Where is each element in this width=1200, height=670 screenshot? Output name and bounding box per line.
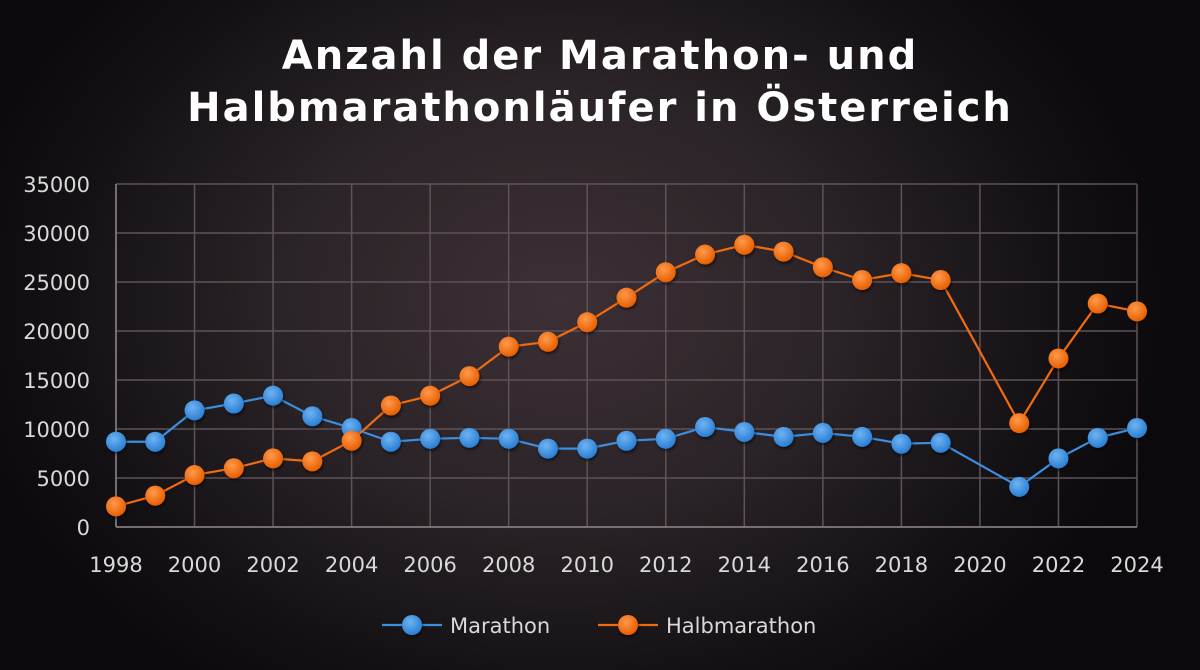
data-point-halbmarathon-1998 [106,496,126,517]
data-point-halbmarathon-2010 [577,312,598,333]
data-point-marathon-1998 [106,431,126,452]
data-point-halbmarathon-2012 [655,262,676,283]
data-point-marathon-2014 [734,421,755,442]
y-tick-label: 20000 [23,320,90,344]
data-point-halbmarathon-2009 [537,331,558,352]
data-point-marathon-2023 [1087,427,1108,448]
x-tick-label: 2010 [561,553,614,577]
data-point-halbmarathon-2003 [302,451,323,472]
data-point-marathon-2012 [655,428,676,449]
x-tick-label: 2014 [718,553,771,577]
y-tick-label: 15000 [23,369,90,393]
data-point-marathon-1999 [145,431,166,452]
data-point-halbmarathon-2022 [1048,348,1069,369]
data-point-halbmarathon-2001 [223,458,244,479]
chart-title: Anzahl der Marathon- und Halbmarathonläu… [0,30,1200,134]
x-tick-label: 1998 [89,553,142,577]
data-point-halbmarathon-2013 [695,244,716,265]
data-point-marathon-2008 [498,428,519,449]
y-tick-label: 10000 [23,418,90,442]
legend-marker [618,615,638,635]
data-point-marathon-2003 [302,406,323,427]
data-point-marathon-2021 [1009,476,1030,497]
data-point-halbmarathon-2021 [1009,413,1030,434]
data-point-marathon-2016 [812,422,833,443]
legend-label: Halbmarathon [666,614,816,638]
data-point-marathon-2010 [577,438,598,459]
legend-marker [402,615,422,635]
data-point-halbmarathon-2006 [420,385,441,406]
data-point-marathon-2015 [773,426,794,447]
data-point-halbmarathon-2014 [734,234,755,255]
data-point-halbmarathon-2002 [263,448,284,469]
data-point-marathon-2000 [184,400,205,421]
data-point-halbmarathon-2023 [1087,293,1108,314]
axes: 0 5000 10000 15000 20000 25000 30000 35000 1998 2… [23,173,1164,577]
x-tick-label: 2004 [325,553,378,577]
data-point-halbmarathon-2019 [930,270,951,291]
series-halbmarathon [106,234,1147,517]
data-point-marathon-2005 [380,431,401,452]
data-point-marathon-2024 [1127,418,1147,439]
data-point-halbmarathon-1999 [145,485,166,506]
data-point-marathon-2017 [852,426,873,447]
data-point-halbmarathon-2004 [341,430,362,451]
y-tick-label: 30000 [23,222,90,246]
x-tick-label: 2000 [168,553,221,577]
data-point-marathon-2006 [420,428,441,449]
y-tick-label: 25000 [23,271,90,295]
data-point-halbmarathon-2017 [852,270,873,291]
legend: Marathon Halbmarathon [382,614,816,638]
data-point-marathon-2011 [616,430,637,451]
x-tick-label: 2006 [403,553,456,577]
data-point-marathon-2002 [263,385,284,406]
y-tick-label: 0 [77,516,90,540]
data-point-marathon-2018 [891,433,912,454]
data-point-halbmarathon-2024 [1127,301,1147,322]
x-tick-label: 2008 [482,553,535,577]
data-point-marathon-2009 [537,438,558,459]
data-point-halbmarathon-2018 [891,263,912,284]
data-point-halbmarathon-2015 [773,241,794,262]
x-tick-label: 2002 [246,553,299,577]
x-tick-label: 2018 [875,553,928,577]
data-point-marathon-2007 [459,427,480,448]
x-tick-label: 2016 [796,553,849,577]
legend-label: Marathon [450,614,550,638]
x-tick-label: 2024 [1110,553,1163,577]
chart-title-line-2: Halbmarathonläufer in Österreich [187,85,1013,131]
y-tick-label: 5000 [37,467,90,491]
y-tick-label: 35000 [23,173,90,197]
series-marathon [106,385,1147,497]
data-point-halbmarathon-2011 [616,287,637,308]
data-point-halbmarathon-2008 [498,336,519,357]
series-group [106,234,1147,517]
data-point-halbmarathon-2016 [812,257,833,278]
x-tick-label: 2012 [639,553,692,577]
legend-item-halbmarathon: Halbmarathon [598,614,816,638]
data-point-halbmarathon-2005 [380,395,401,416]
chart-title-line-1: Anzahl der Marathon- und [281,33,919,79]
x-tick-label: 2022 [1032,553,1085,577]
data-point-marathon-2001 [223,393,244,414]
data-point-marathon-2022 [1048,448,1069,469]
grid [115,183,1138,528]
data-point-halbmarathon-2000 [184,465,205,486]
data-point-marathon-2013 [695,417,716,438]
legend-item-marathon: Marathon [382,614,550,638]
x-tick-label: 2020 [953,553,1006,577]
data-point-halbmarathon-2007 [459,366,480,387]
data-point-marathon-2019 [930,432,951,453]
